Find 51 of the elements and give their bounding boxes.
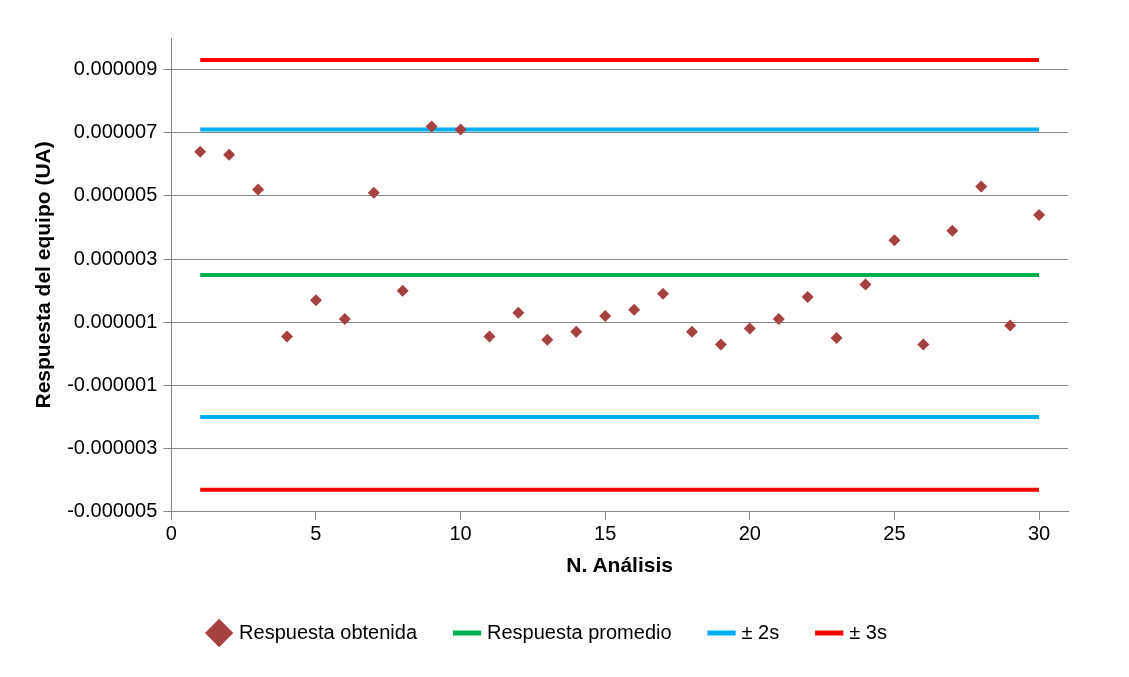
x-tick-label: 5 (310, 522, 322, 545)
point (280, 330, 293, 343)
point (483, 330, 496, 343)
x-tick-label: 25 (883, 522, 906, 545)
point (801, 291, 814, 304)
y-tick-label: 0.000003 (73, 246, 158, 269)
y-tick-label: 0.000001 (73, 309, 158, 332)
point (367, 186, 380, 199)
point (743, 322, 756, 335)
legend-label: Respuesta obtenida (239, 620, 418, 643)
point (599, 309, 612, 322)
point (946, 224, 959, 237)
point (396, 284, 409, 297)
x-axis-title: N. Análisis (566, 553, 673, 577)
y-tick-label: -0.000003 (67, 436, 158, 459)
point (1004, 319, 1017, 332)
y-tick-label: 0.000009 (73, 57, 158, 80)
y-tick-label: -0.000005 (67, 499, 158, 522)
x-tick-label: 10 (449, 522, 472, 545)
point (541, 333, 554, 346)
point (859, 278, 872, 291)
point (772, 313, 785, 326)
x-tick-label: 30 (1027, 522, 1051, 545)
x-tick-label: 15 (594, 522, 617, 545)
legend-label: Respuesta promedio (487, 620, 672, 643)
y-axis-title: Respuesta del equipo (UA) (31, 141, 55, 409)
point (512, 306, 525, 319)
point (1033, 208, 1046, 221)
point (888, 234, 901, 247)
point (628, 303, 641, 316)
point (830, 332, 843, 345)
point (917, 338, 930, 351)
x-tick-label: 0 (165, 522, 177, 545)
point (425, 120, 438, 133)
point (223, 148, 236, 161)
x-tick-label: 20 (738, 522, 761, 545)
y-tick-label: -0.000001 (67, 372, 158, 395)
point (338, 313, 351, 326)
point (714, 338, 727, 351)
point (194, 145, 207, 158)
point (252, 183, 265, 196)
point (657, 287, 670, 300)
y-tick-label: 0.000005 (73, 183, 158, 206)
point (975, 180, 988, 193)
point (309, 294, 322, 307)
legend-label: ± 2s (741, 620, 780, 643)
legend-label: ± 3s (849, 620, 887, 643)
y-tick-label: 0.000007 (73, 120, 158, 143)
point (570, 325, 583, 338)
point (685, 325, 698, 338)
point (454, 123, 467, 136)
